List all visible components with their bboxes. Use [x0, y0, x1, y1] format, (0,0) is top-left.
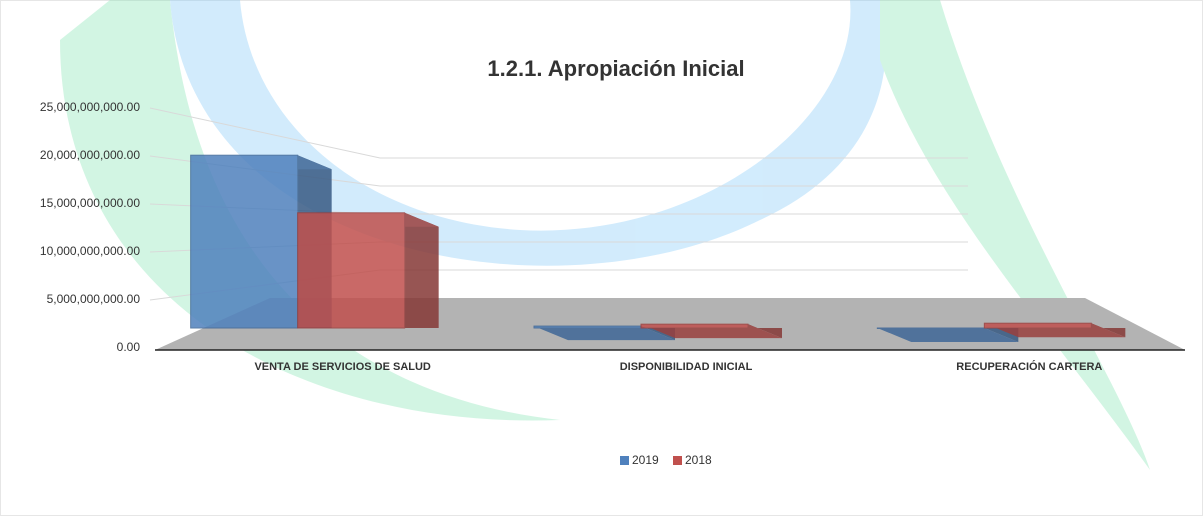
y-tick-label: 20,000,000,000.00 [40, 148, 140, 162]
bar-front [983, 322, 1092, 329]
bar-side [404, 212, 439, 328]
bar-top [534, 326, 675, 341]
y-tick-label: 0.00 [117, 340, 141, 354]
bar-front [533, 325, 642, 329]
x-tick-label: VENTA DE SERVICIOS DE SALUD [254, 361, 430, 373]
legend-swatch [673, 456, 682, 465]
bar-front [640, 323, 749, 329]
bar-top [877, 328, 1019, 342]
bar [297, 212, 439, 329]
y-tick-label: 25,000,000,000.00 [40, 100, 140, 114]
x-tick-label: RECUPERACIÓN CARTERA [956, 360, 1102, 373]
background-decoration [60, 0, 1150, 470]
y-tick-label: 5,000,000,000.00 [47, 292, 141, 306]
x-tick-label: DISPONIBILIDAD INICIAL [620, 361, 753, 373]
grid-line [149, 107, 968, 159]
legend-swatch [620, 456, 629, 465]
bar [983, 322, 1126, 338]
bar-front [190, 154, 299, 329]
legend-label: 2019 [632, 453, 659, 467]
y-tick-label: 10,000,000,000.00 [40, 244, 140, 258]
y-tick-label: 15,000,000,000.00 [40, 196, 140, 210]
bar [640, 323, 782, 339]
bar-front [876, 327, 985, 329]
chart-title: 1.2.1. Apropiación Inicial [487, 56, 744, 81]
legend-label: 2018 [685, 453, 712, 467]
bar-front [297, 212, 406, 329]
